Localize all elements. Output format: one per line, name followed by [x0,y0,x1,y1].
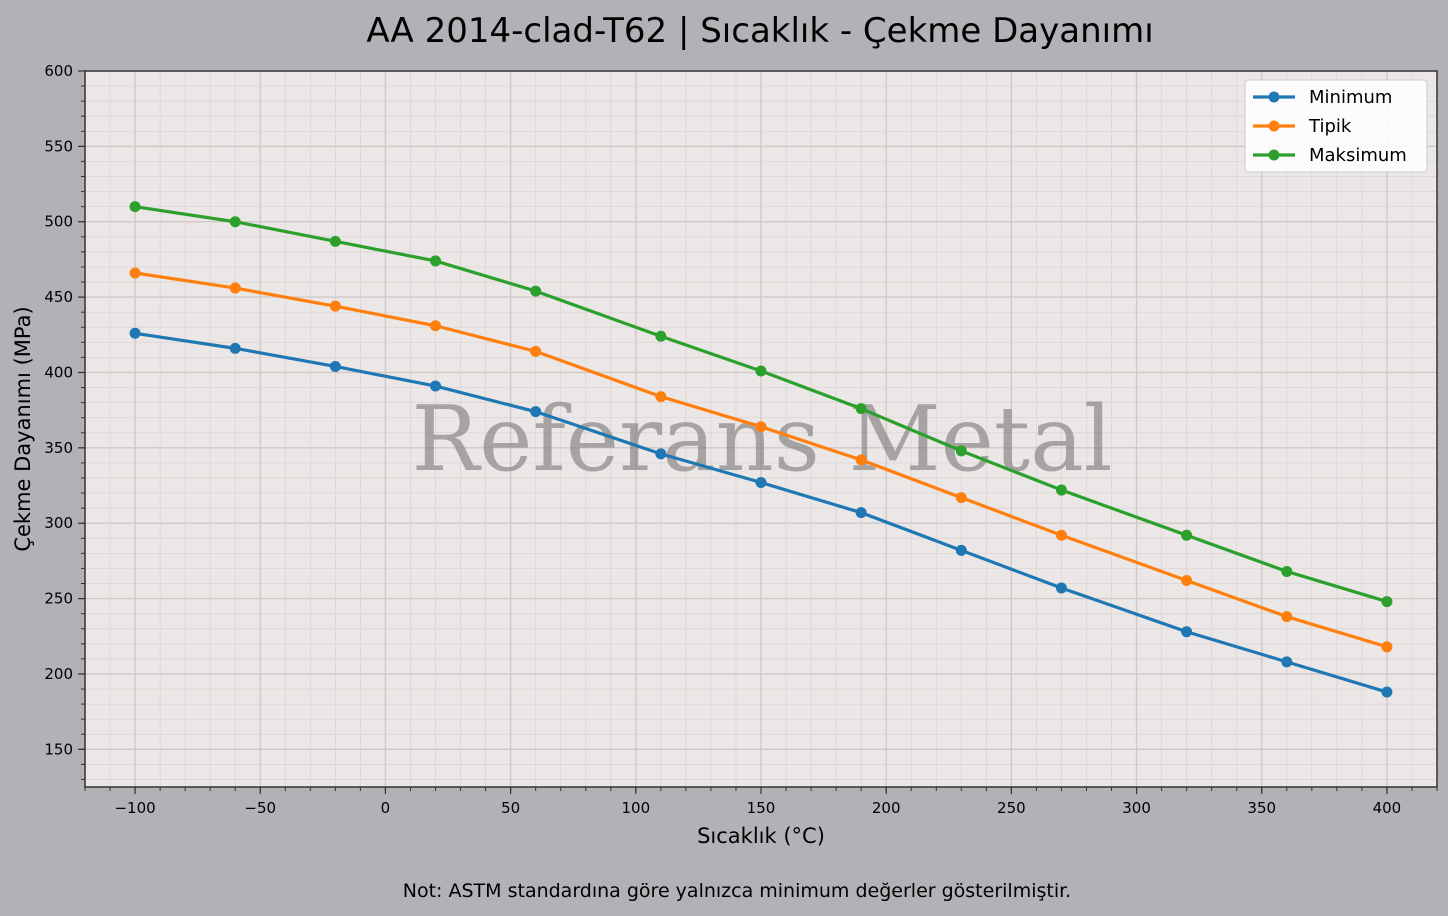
data-point-tipik [955,492,967,504]
data-point-maksimum [329,235,341,247]
x-tick-label: 400 [1373,799,1402,817]
legend-marker [1268,120,1280,132]
x-tick-label: 350 [1247,799,1276,817]
data-point-maksimum [1381,596,1393,608]
data-point-maksimum [655,330,667,342]
grid [84,70,1438,787]
data-point-tipik [1381,641,1393,653]
x-tick-label: 250 [997,799,1026,817]
data-point-maksimum [755,365,767,377]
legend: Minimum Tipik Maksimum [1244,79,1428,173]
data-point-minimum [955,544,967,556]
chart-title: AA 2014-clad-T62 | Sıcaklık - Çekme Daya… [366,11,1153,51]
axis-ticks: −100 −50 0 50 100 150 200 250 300 350 400 150 200 250… [44,62,1438,817]
data-point-minimum [530,406,542,418]
data-point-tipik [430,320,442,332]
watermark: Referans Metal [411,387,1112,492]
data-point-minimum [855,507,867,519]
y-tick-label: 250 [44,590,73,608]
legend-label: Minimum [1309,87,1392,108]
data-point-tipik [655,391,667,403]
data-point-maksimum [855,403,867,415]
legend-marker [1268,149,1280,161]
series-group [129,201,1393,698]
data-point-maksimum [430,255,442,267]
data-point-tipik [1281,611,1293,623]
data-point-maksimum [1181,529,1193,541]
x-tick-label: −50 [244,799,276,817]
x-tick-label: 150 [747,799,776,817]
data-point-tipik [755,421,767,433]
legend-box [1244,79,1428,173]
y-tick-label: 200 [44,665,73,683]
y-tick-label: 550 [44,137,73,155]
data-point-minimum [655,448,667,460]
data-point-minimum [229,342,241,354]
data-point-tipik [1181,574,1193,586]
legend-label: Tipik [1308,116,1352,137]
data-point-tipik [855,454,867,466]
x-tick-label: 50 [501,799,520,817]
y-tick-label: 450 [44,288,73,306]
data-point-minimum [430,380,442,392]
data-point-minimum [1181,626,1193,638]
data-point-tipik [229,282,241,294]
x-tick-label: 300 [1122,799,1151,817]
x-tick-label: 100 [621,799,650,817]
y-axis-label: Çekme Dayanımı (MPa) [11,306,35,551]
data-point-tipik [129,267,141,279]
y-tick-label: 400 [44,363,73,381]
legend-label: Maksimum [1309,145,1407,166]
y-tick-label: 600 [44,62,73,80]
x-tick-label: 200 [872,799,901,817]
data-point-tipik [530,345,542,357]
data-point-minimum [1381,686,1393,698]
data-point-minimum [1055,582,1067,594]
x-tick-label: −100 [114,799,155,817]
data-point-maksimum [129,201,141,213]
x-axis-label: Sıcaklık (°C) [697,824,825,848]
data-point-minimum [1281,656,1293,668]
y-tick-label: 300 [44,514,73,532]
data-point-minimum [329,360,341,372]
data-point-maksimum [955,445,967,457]
legend-marker [1268,91,1280,103]
footnote: Not: ASTM standardına göre yalnızca mini… [403,880,1071,902]
data-point-maksimum [1055,484,1067,496]
data-point-maksimum [1281,565,1293,577]
x-tick-label: 0 [381,799,391,817]
data-point-tipik [1055,529,1067,541]
y-tick-label: 150 [44,740,73,758]
y-tick-label: 350 [44,439,73,457]
data-point-minimum [129,327,141,339]
data-point-minimum [755,477,767,489]
data-point-maksimum [530,285,542,297]
data-point-maksimum [229,216,241,228]
y-tick-label: 500 [44,213,73,231]
data-point-tipik [329,300,341,312]
